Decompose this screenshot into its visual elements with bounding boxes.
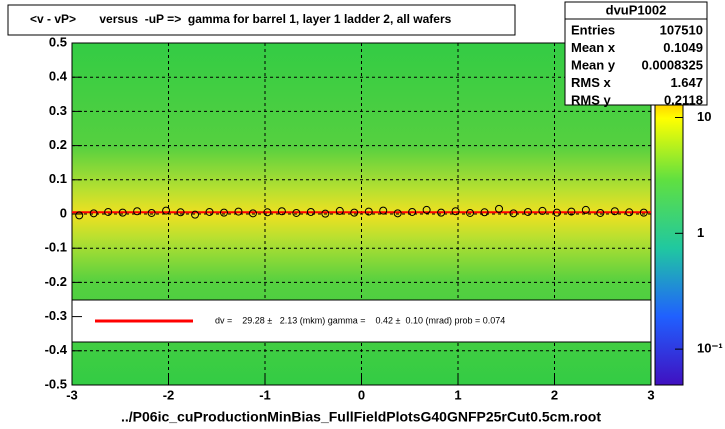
- point: [523, 207, 532, 216]
- y-tick-label: -0.4: [45, 342, 68, 357]
- point: [466, 208, 475, 217]
- stats-label: RMS y: [571, 92, 612, 107]
- point: [393, 209, 402, 218]
- point: [610, 207, 619, 216]
- title-box: [7, 4, 516, 36]
- point: [437, 208, 446, 217]
- point: [335, 206, 344, 215]
- point: [292, 208, 301, 217]
- point: [219, 208, 228, 217]
- point: [133, 207, 142, 216]
- point: [408, 207, 417, 216]
- x-axis-label: ../P06ic_cuProductionMinBias_FullFieldPl…: [121, 409, 601, 425]
- point: [451, 207, 460, 216]
- stats-value: 1.647: [670, 75, 703, 90]
- point: [277, 207, 286, 216]
- point: [538, 206, 547, 215]
- x-tick-label: 2: [551, 387, 558, 402]
- point: [263, 208, 272, 217]
- point: [104, 207, 113, 216]
- point: [639, 208, 648, 217]
- x-tick-label: -1: [259, 387, 271, 402]
- chart-title: <v - vP> versus -uP => gamma for barrel …: [30, 12, 452, 26]
- point: [509, 209, 518, 218]
- point: [176, 208, 185, 217]
- stats-value: 0.0008325: [642, 57, 703, 72]
- x-tick-label: 3: [647, 387, 654, 402]
- point: [567, 207, 576, 216]
- point: [350, 208, 359, 217]
- stats-value: 107510: [660, 22, 703, 37]
- stats-label: Mean x: [571, 40, 616, 55]
- y-tick-label: 0.5: [49, 34, 67, 49]
- point: [495, 204, 504, 213]
- y-tick-label: -0.1: [45, 240, 67, 255]
- point: [625, 208, 634, 217]
- point: [422, 205, 431, 214]
- y-tick-label: 0.4: [49, 69, 68, 84]
- point: [147, 208, 156, 217]
- point: [581, 205, 590, 214]
- stats-label: Mean y: [571, 57, 616, 72]
- point: [89, 209, 98, 218]
- point: [75, 211, 84, 220]
- y-tick-label: -0.3: [45, 308, 67, 323]
- point: [205, 207, 214, 216]
- point: [480, 208, 489, 217]
- point: [379, 206, 388, 215]
- stats-label: Entries: [571, 22, 615, 37]
- z-tick-label: 1: [697, 225, 704, 240]
- point: [191, 210, 200, 219]
- stats-value: 0.2118: [664, 92, 703, 107]
- point: [234, 207, 243, 216]
- x-tick-label: -2: [163, 387, 175, 402]
- point: [248, 209, 257, 218]
- point: [306, 207, 315, 216]
- fit-text: dv = 29.28 ± 2.13 (mkm) gamma = 0.42 ± 0…: [215, 315, 505, 325]
- z-tick-label: 10: [697, 109, 711, 124]
- y-tick-label: 0.2: [49, 137, 67, 152]
- point: [118, 208, 127, 217]
- stats-label: RMS x: [571, 75, 612, 90]
- y-tick-label: 0.1: [49, 171, 67, 186]
- y-tick-label: 0.3: [49, 103, 67, 118]
- x-tick-label: 0: [358, 387, 365, 402]
- y-tick-label: -0.2: [45, 274, 67, 289]
- point: [321, 209, 330, 218]
- point: [162, 206, 171, 215]
- point: [596, 208, 605, 217]
- y-tick-label: 0: [60, 205, 67, 220]
- stats-title: dvuP1002: [606, 2, 667, 17]
- x-tick-label: -3: [66, 387, 78, 402]
- point: [364, 207, 373, 216]
- y-tick-label: -0.5: [45, 376, 67, 391]
- point: [552, 208, 561, 217]
- stats-value: 0.1049: [663, 40, 703, 55]
- x-tick-label: 1: [454, 387, 461, 402]
- z-tick-label: 10⁻¹: [697, 341, 723, 356]
